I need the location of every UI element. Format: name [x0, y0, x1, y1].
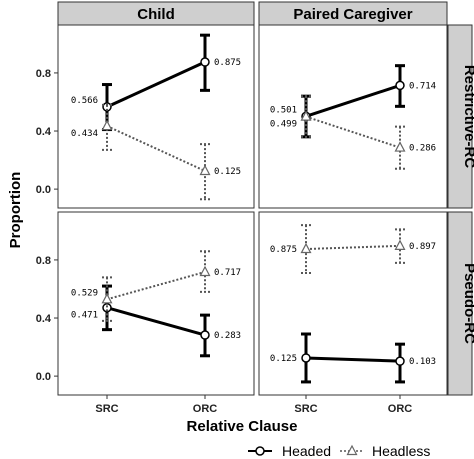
data-label: 0.875: [270, 245, 297, 255]
row-strip: [447, 211, 473, 396]
y-tick-label: 0.0: [36, 371, 51, 383]
y-tick-label: 0.4: [36, 126, 52, 138]
point-headless: [101, 119, 113, 131]
data-label: 0.125: [214, 167, 241, 177]
data-label: 0.501: [270, 105, 297, 115]
legend-label-headless: Headless: [372, 443, 430, 459]
point-headless: [199, 265, 211, 277]
legend-label-headed: Headed: [282, 443, 331, 459]
data-label: 0.283: [214, 331, 241, 341]
data-label: 0.529: [71, 288, 98, 298]
column-strip-label: Child: [137, 6, 175, 23]
point-headed: [102, 302, 112, 313]
data-label: 0.875: [214, 58, 241, 68]
series-line-headless: [106, 271, 206, 301]
data-label: 0.499: [270, 120, 297, 130]
point-headed: [200, 57, 210, 67]
data-label: 0.103: [409, 357, 436, 367]
data-label: 0.286: [409, 144, 436, 154]
data-label: 0.714: [409, 81, 436, 91]
point-headless: [300, 242, 312, 254]
series-line-headed: [305, 83, 401, 118]
row-strip-label: Restrictive-RC: [461, 65, 474, 169]
panel-frame: [258, 24, 448, 209]
point-headless: [199, 164, 211, 176]
legend-marker-headless: [346, 444, 358, 456]
row-strip: [447, 24, 473, 209]
y-tick-label: 0.8: [36, 68, 51, 80]
point-headless: [394, 141, 406, 152]
y-tick-label: 0.4: [36, 313, 52, 325]
data-label: 0.897: [409, 242, 436, 252]
y-axis-title: Proportion: [7, 172, 24, 249]
legend-marker-headed: [255, 446, 265, 456]
row-strip-label: Pseudo-RC: [461, 263, 474, 344]
point-headless: [101, 293, 113, 304]
point-headless: [300, 110, 312, 121]
column-strip-label: Paired Caregiver: [293, 6, 412, 23]
x-tick-label: ORC: [193, 403, 218, 415]
point-headed: [200, 330, 210, 340]
x-tick-label: SRC: [95, 403, 118, 415]
point-headed: [102, 102, 112, 112]
x-axis-title: Relative Clause: [187, 418, 298, 435]
series-line-headed: [305, 356, 401, 363]
y-tick-label: 0.8: [36, 255, 51, 267]
panel-frame: [57, 211, 255, 396]
series-line-headed: [106, 306, 206, 337]
data-label: 0.471: [71, 311, 98, 321]
x-tick-label: ORC: [388, 403, 413, 415]
point-headed: [395, 356, 405, 366]
data-label: 0.717: [214, 268, 241, 278]
x-tick-label: SRC: [294, 403, 317, 415]
point-headed: [301, 353, 311, 363]
y-tick-label: 0.0: [36, 184, 51, 196]
data-label: 0.566: [71, 96, 98, 106]
data-label: 0.434: [71, 129, 98, 139]
point-headed: [395, 80, 405, 91]
point-headless: [394, 239, 406, 250]
data-label: 0.125: [270, 354, 297, 364]
series-line-headless: [305, 115, 401, 149]
series-line-headless: [106, 125, 206, 172]
panel-frame: [57, 24, 255, 209]
panel-frame: [258, 211, 448, 396]
series-line-headed: [106, 60, 206, 109]
